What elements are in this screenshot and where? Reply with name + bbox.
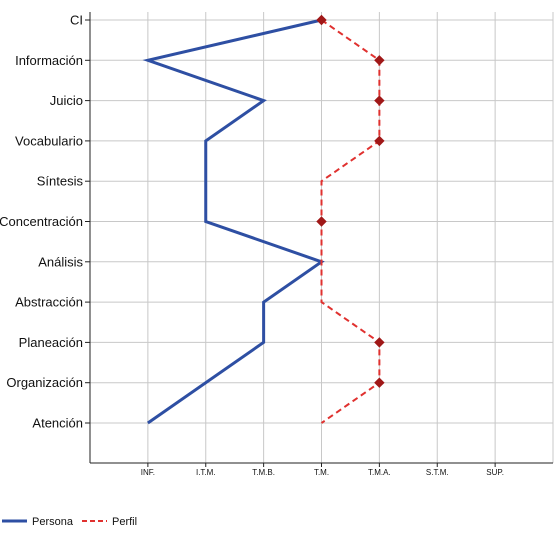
perfil-marker	[374, 95, 385, 106]
legend: Persona Perfil	[2, 516, 137, 528]
perfil-marker	[374, 135, 385, 147]
perfil-marker	[316, 14, 327, 26]
category-labels: CI Información Juicio Vocabulario Síntesis Co…	[0, 13, 83, 431]
x-tick-label: S.T.M.	[426, 468, 449, 477]
x-tick-label: INF.	[141, 468, 155, 477]
axes	[85, 12, 553, 467]
x-tick-label: I.T.M.	[196, 468, 216, 477]
grid-lines	[90, 12, 554, 463]
category-label: CI	[70, 13, 83, 28]
perfil-marker	[374, 377, 385, 388]
series-markers	[316, 14, 385, 388]
category-label: Juicio	[50, 93, 83, 108]
x-tick-label: T.M.	[314, 468, 329, 477]
legend-label-perfil: Perfil	[112, 516, 137, 528]
category-label: Vocabulario	[15, 133, 83, 148]
x-tick-labels: INF. I.T.M. T.M.B. T.M. T.M.A. S.T.M. SUP.	[141, 468, 504, 477]
x-tick-label: SUP.	[486, 468, 504, 477]
category-label: Información	[15, 53, 83, 68]
perfil-marker	[316, 216, 327, 227]
category-label: Abstracción	[15, 295, 83, 310]
x-tick-label: T.M.A.	[368, 468, 391, 477]
category-label: Síntesis	[37, 174, 84, 189]
perfil-marker	[374, 55, 385, 66]
category-label: Organización	[6, 375, 83, 390]
category-label: Planeación	[19, 335, 83, 350]
series-line-persona	[142, 18, 325, 425]
legend-label-persona: Persona	[32, 516, 74, 528]
category-label: Concentración	[0, 214, 83, 229]
x-tick-label: T.M.B.	[252, 468, 275, 477]
category-label: Atención	[32, 416, 83, 431]
perfil-marker	[374, 337, 385, 348]
category-label: Análisis	[38, 254, 83, 269]
